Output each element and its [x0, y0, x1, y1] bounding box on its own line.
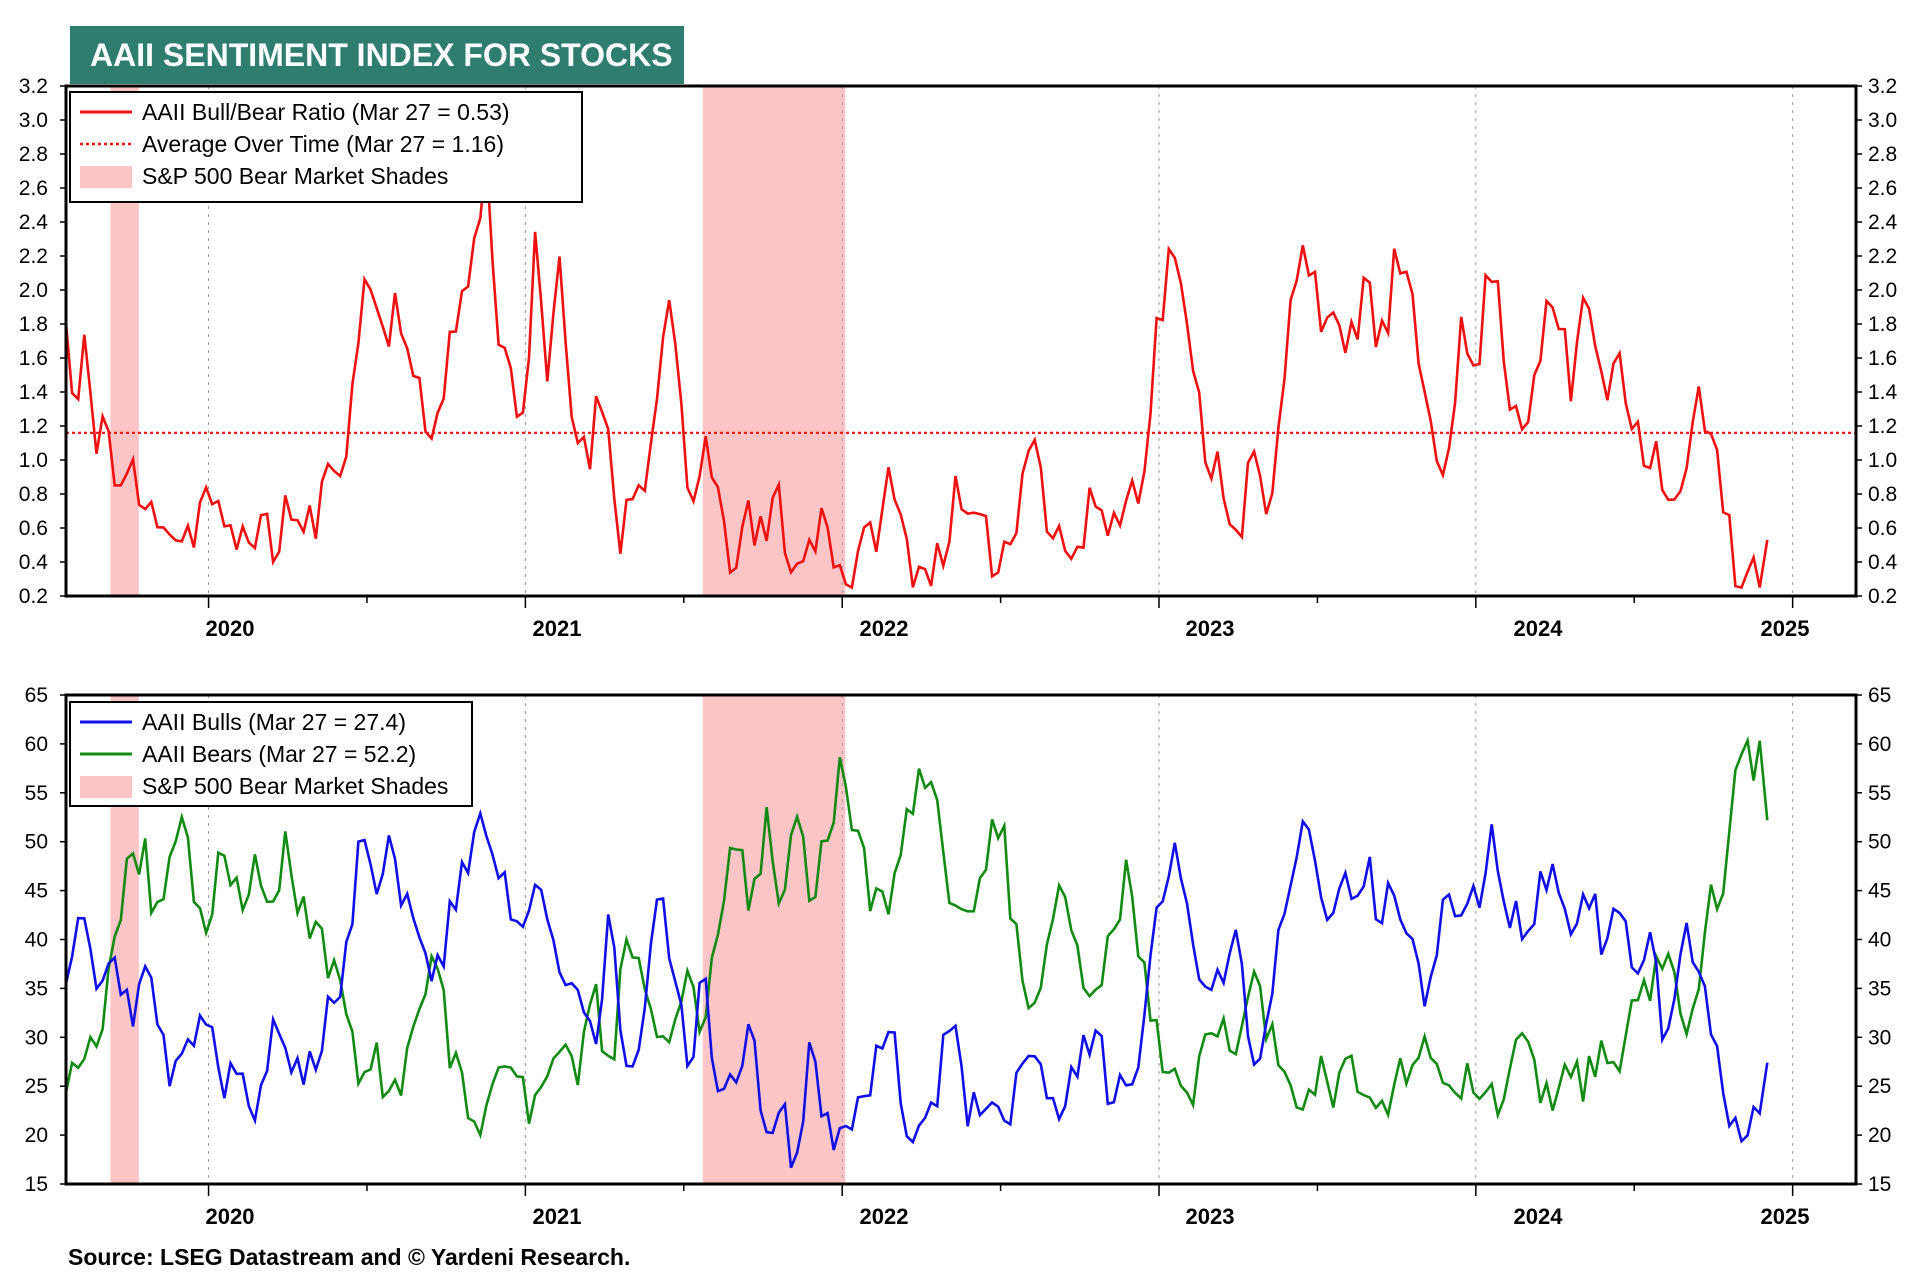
y-tick-label-left: 2.0 — [19, 279, 48, 302]
y-tick-label-left: 0.8 — [19, 483, 48, 506]
y-tick-label-left: 0.4 — [19, 551, 49, 574]
y-tick-label-right: 55 — [1868, 782, 1891, 805]
legend-label: AAII Bulls (Mar 27 = 27.4) — [142, 709, 406, 735]
y-tick-label-right: 1.4 — [1868, 381, 1898, 404]
bears-line — [64, 735, 1769, 1140]
y-tick-label-left: 1.4 — [19, 381, 49, 404]
y-tick-label-right: 60 — [1868, 733, 1891, 756]
y-tick-label-left: 2.4 — [19, 211, 49, 234]
legend-label: S&P 500 Bear Market Shades — [142, 773, 448, 799]
legend-label: S&P 500 Bear Market Shades — [142, 163, 448, 189]
y-tick-label-left: 0.2 — [19, 585, 48, 608]
y-tick-label-left: 3.2 — [19, 75, 48, 98]
y-tick-label-left: 1.8 — [19, 313, 48, 336]
y-tick-label-right: 20 — [1868, 1124, 1891, 1147]
x-year-label: 2025 — [1761, 1204, 1810, 1229]
legend-label: AAII Bears (Mar 27 = 52.2) — [142, 741, 416, 767]
y-tick-label-right: 45 — [1868, 880, 1891, 903]
chart-panel-1: 0.2 0.2 0.4 0.4 0.6 0.6 0.8 0.8 1.0 1.0 1.2 1.2 1.4 1… — [19, 75, 1898, 641]
bull-bear-ratio-line — [64, 155, 1769, 590]
y-tick-label-right: 2.4 — [1868, 211, 1898, 234]
y-tick-label-right: 25 — [1868, 1075, 1891, 1098]
y-tick-label-left: 35 — [25, 977, 48, 1000]
x-year-label: 2021 — [533, 1204, 582, 1229]
bulls-line — [64, 808, 1769, 1169]
y-tick-label-left: 2.6 — [19, 177, 48, 200]
x-year-label: 2025 — [1761, 616, 1810, 641]
y-tick-label-right: 0.6 — [1868, 517, 1897, 540]
y-tick-label-right: 3.0 — [1868, 109, 1897, 132]
y-tick-label-right: 50 — [1868, 831, 1891, 854]
y-tick-label-left: 2.2 — [19, 245, 48, 268]
y-tick-label-left: 1.6 — [19, 347, 48, 370]
y-tick-label-left: 50 — [25, 831, 48, 854]
x-year-label: 2020 — [206, 616, 255, 641]
y-tick-label-right: 1.8 — [1868, 313, 1897, 336]
y-tick-label-left: 30 — [25, 1026, 48, 1049]
legend-swatch-shade — [80, 166, 132, 188]
y-tick-label-left: 2.8 — [19, 143, 48, 166]
y-tick-label-right: 35 — [1868, 977, 1891, 1000]
y-tick-label-right: 1.6 — [1868, 347, 1897, 370]
y-tick-label-right: 30 — [1868, 1026, 1891, 1049]
x-year-label: 2024 — [1514, 1204, 1564, 1229]
y-tick-label-right: 0.2 — [1868, 585, 1897, 608]
source-note: Source: LSEG Datastream and © Yardeni Re… — [68, 1244, 631, 1270]
legend-box — [69, 91, 583, 203]
y-tick-label-left: 3.0 — [19, 109, 48, 132]
x-year-label: 2021 — [533, 616, 582, 641]
x-year-label: 2024 — [1514, 616, 1564, 641]
legend-label: Average Over Time (Mar 27 = 1.16) — [142, 131, 504, 157]
y-tick-label-right: 2.2 — [1868, 245, 1897, 268]
bear-market-shade — [702, 695, 846, 1184]
y-tick-label-right: 0.4 — [1868, 551, 1898, 574]
y-tick-label-left: 1.2 — [19, 415, 48, 438]
plot-frame — [64, 693, 1858, 1186]
y-tick-label-left: 1.0 — [19, 449, 48, 472]
y-tick-label-left: 60 — [25, 733, 48, 756]
y-tick-label-left: 55 — [25, 782, 48, 805]
y-tick-label-left: 0.6 — [19, 517, 48, 540]
y-tick-label-right: 15 — [1868, 1173, 1891, 1196]
y-tick-label-left: 15 — [25, 1173, 48, 1196]
y-tick-label-right: 3.2 — [1868, 75, 1897, 98]
x-year-label: 2022 — [860, 616, 909, 641]
x-year-label: 2022 — [860, 1204, 909, 1229]
legend-box — [69, 701, 473, 807]
y-tick-label-right: 1.2 — [1868, 415, 1897, 438]
x-year-label: 2023 — [1186, 616, 1235, 641]
x-year-label: 2023 — [1186, 1204, 1235, 1229]
plot-frame — [64, 84, 1858, 598]
y-tick-label-left: 45 — [25, 880, 48, 903]
y-tick-label-right: 2.8 — [1868, 143, 1897, 166]
y-tick-label-left: 20 — [25, 1124, 48, 1147]
y-tick-label-right: 1.0 — [1868, 449, 1897, 472]
y-tick-label-right: 40 — [1868, 929, 1891, 952]
legend-swatch-shade — [80, 776, 132, 798]
chart-title-banner: AAII SENTIMENT INDEX FOR STOCKS — [70, 26, 684, 84]
x-year-label: 2020 — [206, 1204, 255, 1229]
legend-label: AAII Bull/Bear Ratio (Mar 27 = 0.53) — [142, 99, 510, 125]
y-tick-label-left: 40 — [25, 929, 48, 952]
y-tick-label-right: 2.6 — [1868, 177, 1897, 200]
y-tick-label-right: 0.8 — [1868, 483, 1897, 506]
y-tick-label-right: 65 — [1868, 684, 1891, 707]
y-tick-label-left: 65 — [25, 684, 48, 707]
y-tick-label-right: 2.0 — [1868, 279, 1897, 302]
y-tick-label-left: 25 — [25, 1075, 48, 1098]
